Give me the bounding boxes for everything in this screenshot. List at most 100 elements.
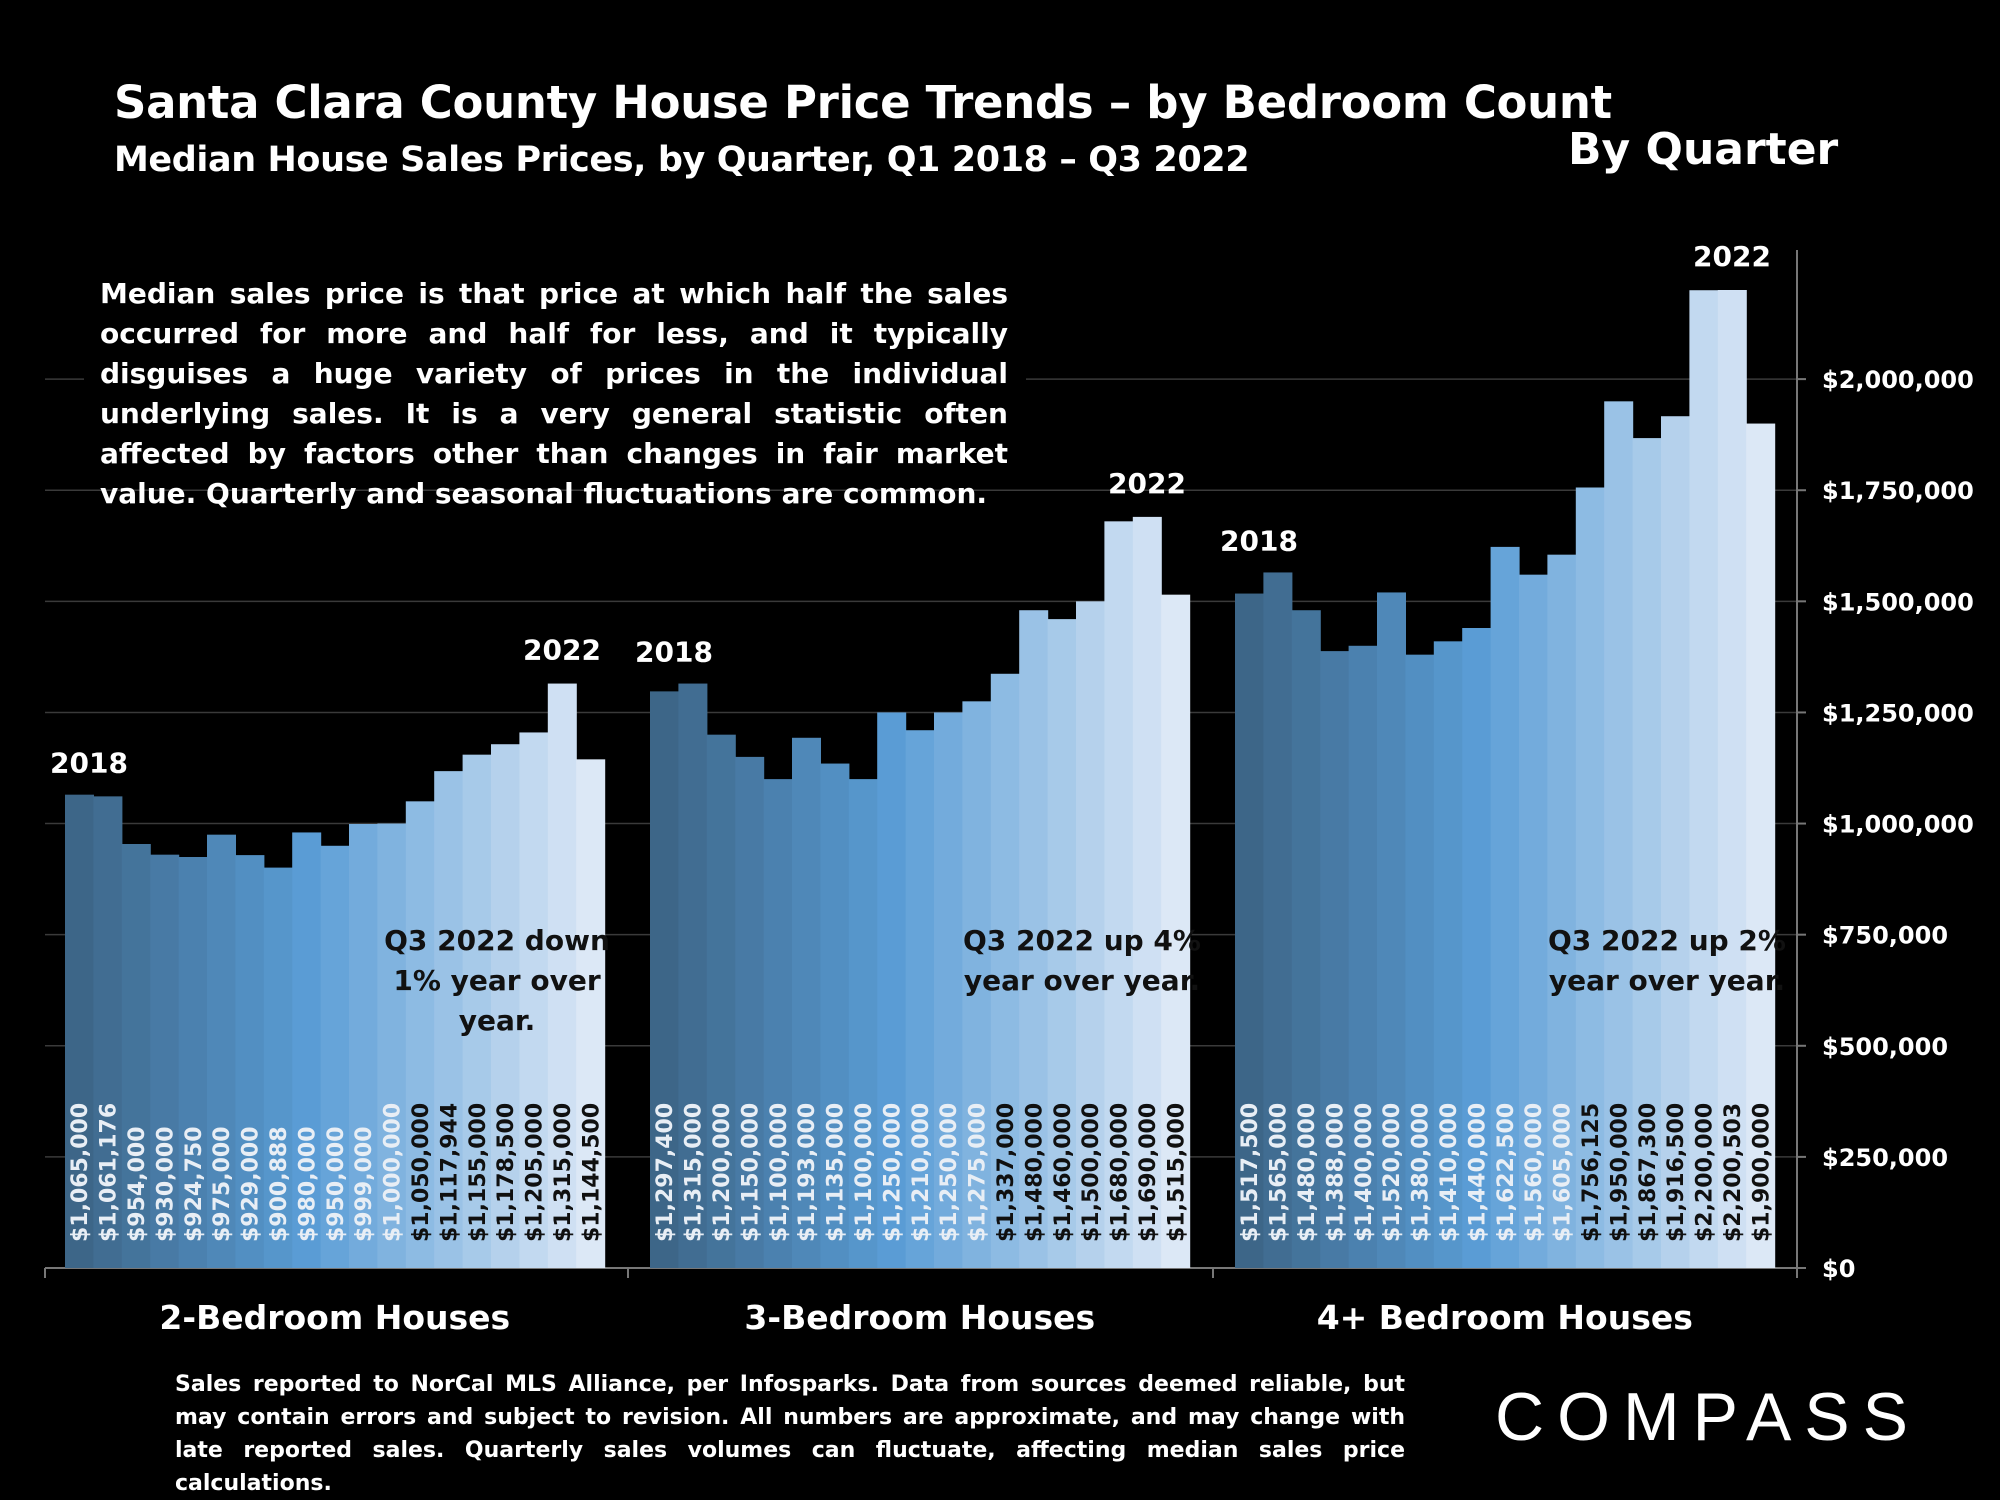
y-axis-tick-label: $2,000,000 — [1822, 366, 1974, 394]
bar — [792, 737, 821, 1268]
bar — [934, 712, 963, 1268]
start-year-label: 2018 — [1220, 524, 1298, 557]
end-year-label: 2022 — [1108, 467, 1186, 500]
bar-value-label: $1,250,000 — [880, 1103, 905, 1242]
bar-value-label: $1,560,000 — [1522, 1103, 1547, 1242]
bar — [877, 712, 907, 1268]
bar — [1519, 574, 1548, 1268]
bar-value-label: $929,000 — [239, 1126, 264, 1242]
bar-value-label: $1,155,000 — [466, 1103, 491, 1242]
bar — [491, 744, 520, 1268]
bar-value-label: $1,100,000 — [767, 1103, 792, 1242]
bar-value-label: $1,337,000 — [994, 1103, 1019, 1242]
bar-value-label: $1,565,000 — [1267, 1103, 1292, 1242]
category-label: 4+ Bedroom Houses — [1317, 1298, 1693, 1337]
y-axis-tick-label: $1,500,000 — [1822, 588, 1974, 616]
yoy-annotation: Q3 2022 up 4% — [963, 924, 1201, 957]
bar-value-label: $1,950,000 — [1607, 1103, 1632, 1242]
bar — [519, 732, 549, 1268]
y-axis-tick-label: $1,000,000 — [1822, 811, 1974, 839]
yoy-annotation: Q3 2022 down — [384, 924, 610, 957]
yoy-annotation: Q3 2022 up 2% — [1548, 924, 1786, 957]
bar-value-label: $1,315,000 — [682, 1103, 707, 1242]
bar-value-label: $1,061,176 — [97, 1103, 122, 1242]
bar — [706, 734, 736, 1268]
bar — [178, 857, 208, 1268]
note-backdrop — [84, 270, 1026, 482]
bar — [1263, 572, 1293, 1268]
bar-value-label: $1,388,000 — [1323, 1103, 1348, 1242]
bar-value-label: $924,750 — [182, 1126, 207, 1242]
y-axis-tick-label: $750,000 — [1822, 922, 1948, 950]
bar-value-label: $1,380,000 — [1409, 1103, 1434, 1242]
bar-value-label: $1,517,500 — [1238, 1103, 1263, 1242]
bar — [763, 779, 793, 1268]
bar-value-label: $1,460,000 — [1051, 1103, 1076, 1242]
bar-value-label: $1,900,000 — [1749, 1103, 1774, 1242]
bar-value-label: $1,050,000 — [409, 1103, 434, 1242]
bar-value-label: $1,480,000 — [1295, 1103, 1320, 1242]
bar — [1462, 628, 1492, 1268]
bar-value-label: $1,400,000 — [1352, 1103, 1377, 1242]
bar — [263, 867, 293, 1268]
y-axis-tick-label: $1,750,000 — [1822, 477, 1974, 505]
bar — [1132, 516, 1162, 1268]
bar-value-label: $900,888 — [267, 1126, 292, 1242]
chart-title: Santa Clara County House Price Trends – … — [114, 76, 1612, 129]
bar — [349, 824, 378, 1268]
bar — [1161, 594, 1191, 1268]
bar — [576, 759, 606, 1268]
bar-value-label: $2,200,000 — [1693, 1103, 1718, 1242]
bar — [405, 801, 435, 1268]
bar — [93, 796, 123, 1268]
start-year-label: 2018 — [50, 747, 128, 780]
bar — [1405, 654, 1435, 1268]
bar-value-label: $1,297,400 — [653, 1103, 678, 1242]
bar-value-label: $1,117,944 — [437, 1103, 462, 1242]
bar-value-label: $1,210,000 — [909, 1103, 934, 1242]
yoy-annotation: year over year. — [964, 964, 1200, 997]
bar-value-label: $1,690,000 — [1136, 1103, 1161, 1242]
bar — [1717, 289, 1747, 1268]
compass-logo: COMPASS — [1495, 1379, 1922, 1455]
by-quarter-label: By Quarter — [1568, 124, 1839, 175]
yoy-annotation: year. — [459, 1004, 536, 1037]
bar-value-label: $1,916,500 — [1664, 1103, 1689, 1242]
bar-value-label: $1,000,000 — [381, 1103, 406, 1242]
category-label: 3-Bedroom Houses — [744, 1298, 1095, 1337]
yoy-annotation: year over year. — [1549, 964, 1785, 997]
bar-value-label: $1,250,000 — [937, 1103, 962, 1242]
bar-value-label: $1,867,300 — [1636, 1103, 1661, 1242]
bar — [962, 701, 992, 1268]
bar — [1689, 290, 1719, 1268]
bar-value-label: $1,065,000 — [68, 1103, 93, 1242]
bar — [1433, 641, 1463, 1268]
bar — [235, 855, 265, 1268]
y-axis-tick-label: $1,250,000 — [1822, 699, 1974, 727]
bar — [1604, 401, 1634, 1268]
bar — [1746, 423, 1776, 1268]
bar-value-label: $930,000 — [153, 1126, 178, 1242]
bar-value-label: $1,150,000 — [738, 1103, 763, 1242]
bar-value-label: $1,275,000 — [966, 1103, 991, 1242]
bar-value-label: $1,205,000 — [523, 1103, 548, 1242]
bar — [820, 763, 850, 1268]
bar — [1235, 593, 1264, 1268]
bar-value-label: $1,193,000 — [795, 1103, 820, 1242]
bar-value-label: $1,520,000 — [1380, 1103, 1405, 1242]
y-axis-tick-label: $0 — [1822, 1255, 1855, 1283]
bar — [1547, 554, 1577, 1268]
bar-value-label: $1,440,000 — [1465, 1103, 1490, 1242]
bar — [1076, 601, 1105, 1268]
bar-value-label: $1,680,000 — [1108, 1103, 1133, 1242]
source-footnote: Sales reported to NorCal MLS Alliance, p… — [175, 1372, 1405, 1496]
bar — [1348, 645, 1378, 1268]
bar-value-label: $1,515,000 — [1164, 1103, 1189, 1242]
bar-value-label: $999,000 — [352, 1126, 377, 1242]
bar-value-label: $1,500,000 — [1079, 1103, 1104, 1242]
bar — [1661, 416, 1690, 1268]
bar-value-label: $950,000 — [324, 1126, 349, 1242]
bar-value-label: $1,200,000 — [710, 1103, 735, 1242]
bar-value-label: $1,144,500 — [579, 1103, 604, 1242]
